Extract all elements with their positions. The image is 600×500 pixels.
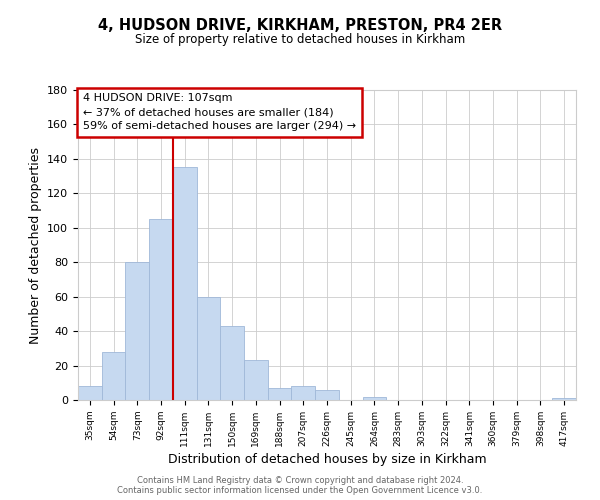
Bar: [125, 262, 149, 400]
Bar: [197, 296, 220, 400]
X-axis label: Distribution of detached houses by size in Kirkham: Distribution of detached houses by size …: [167, 453, 487, 466]
Text: Contains public sector information licensed under the Open Government Licence v3: Contains public sector information licen…: [118, 486, 482, 495]
Text: 4 HUDSON DRIVE: 107sqm
← 37% of detached houses are smaller (184)
59% of semi-de: 4 HUDSON DRIVE: 107sqm ← 37% of detached…: [83, 93, 356, 131]
Bar: [292, 386, 315, 400]
Y-axis label: Number of detached properties: Number of detached properties: [29, 146, 41, 344]
Text: Contains HM Land Registry data © Crown copyright and database right 2024.: Contains HM Land Registry data © Crown c…: [137, 476, 463, 485]
Bar: [173, 168, 197, 400]
Bar: [552, 398, 576, 400]
Bar: [315, 390, 339, 400]
Bar: [244, 360, 268, 400]
Text: 4, HUDSON DRIVE, KIRKHAM, PRESTON, PR4 2ER: 4, HUDSON DRIVE, KIRKHAM, PRESTON, PR4 2…: [98, 18, 502, 32]
Bar: [220, 326, 244, 400]
Bar: [149, 219, 173, 400]
Bar: [362, 396, 386, 400]
Text: Size of property relative to detached houses in Kirkham: Size of property relative to detached ho…: [135, 32, 465, 46]
Bar: [102, 352, 125, 400]
Bar: [78, 386, 102, 400]
Bar: [268, 388, 292, 400]
